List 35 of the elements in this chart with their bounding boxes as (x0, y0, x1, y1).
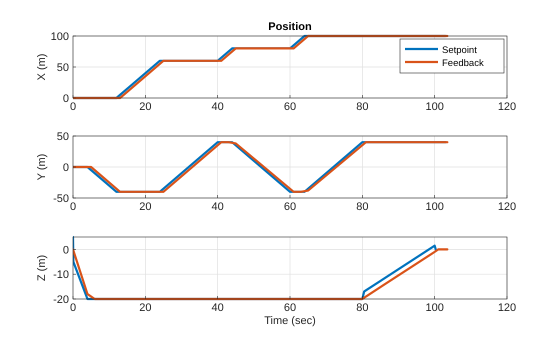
y-tick-label: 50 (56, 62, 69, 74)
legend-label: Feedback (442, 58, 484, 69)
legend-label: Setpoint (442, 45, 478, 56)
x-tick-label: 100 (425, 201, 444, 213)
y-tick-label: -50 (53, 193, 69, 205)
x-tick-label: 120 (498, 302, 516, 314)
y-tick-label: -20 (53, 294, 69, 306)
x-tick-label: 100 (425, 101, 444, 113)
x-tick-label: 120 (498, 201, 516, 213)
x-tick-label: 80 (356, 101, 368, 113)
y-axis-title: Z (m) (36, 254, 48, 282)
x-axis-title: Time (sec) (264, 315, 316, 327)
y-axis-title: X (m) (36, 54, 48, 80)
y-axis-title: Y (m) (36, 154, 48, 180)
x-tick-label: 60 (284, 201, 296, 213)
x-tick-label: 80 (356, 302, 368, 314)
x-tick-label: 20 (139, 101, 152, 113)
x-tick-label: 40 (212, 302, 224, 314)
chart-title: Position (268, 21, 312, 33)
x-tick-label: 80 (356, 201, 368, 213)
line-series (73, 248, 448, 300)
x-tick-label: 20 (139, 302, 152, 314)
y-tick-label: 50 (56, 131, 69, 143)
y-tick-label: 0 (62, 93, 69, 105)
x-tick-label: 120 (498, 101, 516, 113)
x-tick-label: 20 (139, 201, 152, 213)
x-tick-label: 100 (425, 302, 444, 314)
x-tick-label: 40 (212, 101, 224, 113)
y-tick-label: 0 (62, 244, 69, 256)
y-tick-label: 100 (50, 31, 69, 43)
y-tick-label: 0 (62, 162, 69, 174)
y-tick-label: -10 (53, 269, 69, 282)
x-tick-label: 60 (284, 302, 296, 314)
x-tick-label: 40 (212, 201, 224, 213)
x-tick-label: 60 (284, 101, 296, 113)
